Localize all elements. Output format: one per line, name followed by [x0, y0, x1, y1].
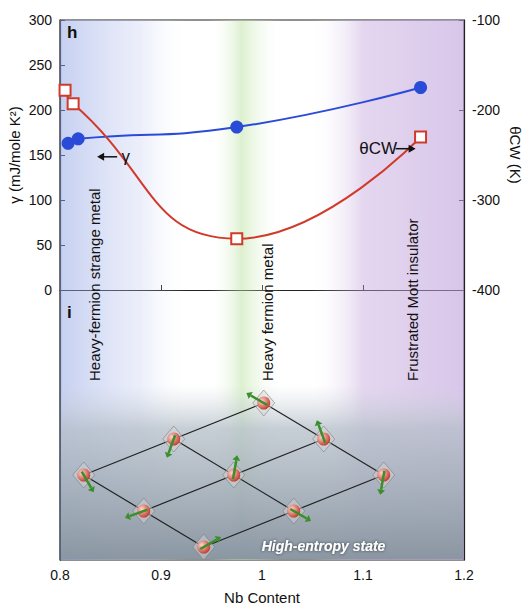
svg-text:1: 1	[258, 567, 266, 583]
svg-text:h: h	[67, 23, 77, 42]
svg-text:1.2: 1.2	[454, 567, 474, 583]
svg-text:Heavy fermion metal: Heavy fermion metal	[259, 243, 276, 381]
svg-text:-100: -100	[472, 12, 500, 28]
svg-text:γ (mJ/mole K²): γ (mJ/mole K²)	[6, 106, 23, 204]
svg-text:300: 300	[29, 12, 53, 28]
svg-text:θCW: θCW	[359, 139, 397, 158]
svg-text:-300: -300	[472, 192, 500, 208]
svg-text:Heavy-fermion strange metal: Heavy-fermion strange metal	[86, 188, 103, 381]
svg-text:Frustrated Mott insulator: Frustrated Mott insulator	[404, 218, 421, 381]
svg-text:150: 150	[29, 147, 53, 163]
svg-text:γ: γ	[121, 147, 130, 166]
svg-text:-400: -400	[472, 282, 500, 298]
svg-text:0.8: 0.8	[50, 567, 70, 583]
svg-text:0.9: 0.9	[151, 567, 171, 583]
svg-text:100: 100	[29, 192, 53, 208]
svg-text:1.1: 1.1	[353, 567, 373, 583]
svg-text:i: i	[67, 303, 72, 322]
svg-text:Nb Content: Nb Content	[224, 589, 301, 606]
svg-text:High-entropy state: High-entropy state	[262, 538, 386, 554]
svg-text:250: 250	[29, 57, 53, 73]
svg-text:50: 50	[36, 237, 52, 253]
svg-text:θCW (K): θCW (K)	[507, 126, 524, 184]
svg-text:200: 200	[29, 102, 53, 118]
svg-text:0: 0	[44, 282, 52, 298]
svg-text:-200: -200	[472, 102, 500, 118]
